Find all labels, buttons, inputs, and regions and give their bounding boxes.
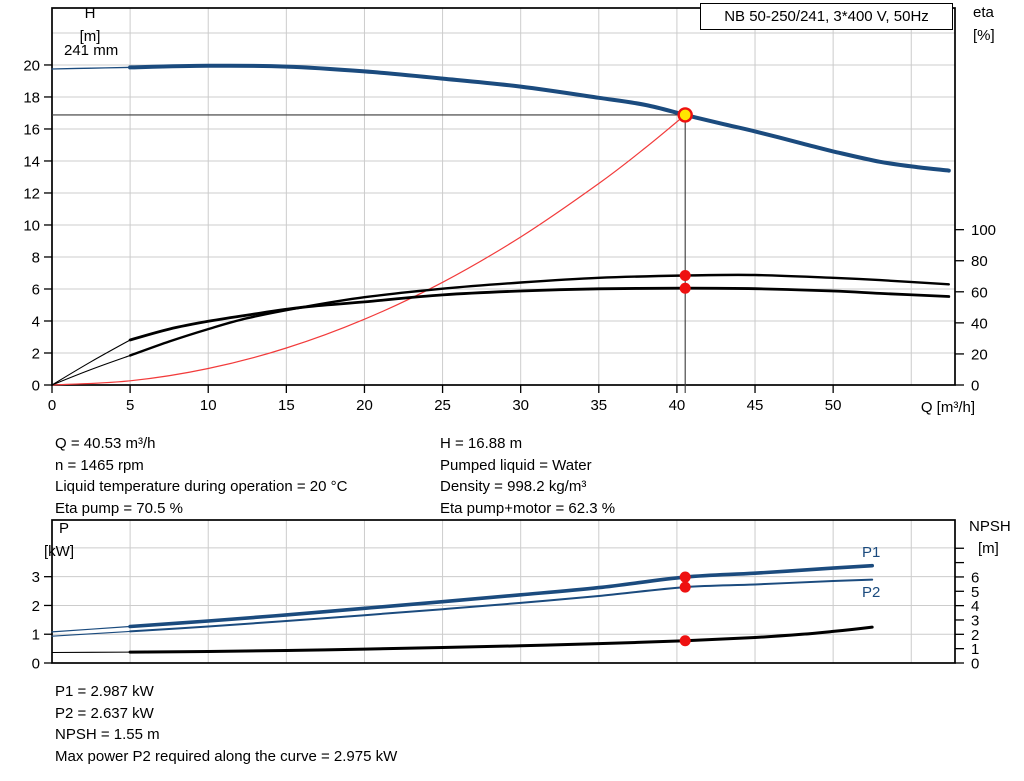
- y-left-tick-label: 4: [32, 313, 40, 330]
- plot-frame: [51, 7, 956, 386]
- duty-point-marker: [679, 282, 691, 294]
- y-left-tick-label: 20: [23, 57, 40, 74]
- y-left-tick-label: 2: [32, 598, 40, 615]
- duty-info-left: Q = 40.53 m³/h n = 1465 rpm Liquid tempe…: [55, 433, 347, 519]
- y-left-tick-label: 2: [32, 345, 40, 362]
- y-right-tick-label: 80: [971, 253, 988, 270]
- plot-frame: [51, 519, 956, 664]
- info-line-p2: P2 = 2.637 kW: [55, 704, 154, 722]
- y-right-tick-label: 2: [971, 627, 979, 644]
- duty-point-marker: [679, 635, 691, 647]
- y-right-tick-label: 6: [971, 569, 979, 586]
- x-tick-label: 5: [126, 397, 134, 414]
- info-line-eta-total: Eta pump+motor = 62.3 %: [440, 499, 616, 517]
- h-axis-label: H: [84, 5, 96, 22]
- y-right-tick-label: 40: [971, 315, 988, 332]
- head-curve-thin: [51, 66, 131, 70]
- y-left-tick-label: 8: [32, 249, 40, 266]
- p2-curve-label: P2: [862, 584, 881, 601]
- info-line-head: H = 16.88 m: [440, 435, 523, 452]
- y-right-tick-label: 3: [971, 612, 979, 629]
- power-info: P1 = 2.987 kW P2 = 2.637 kW NPSH = 1.55 …: [55, 681, 397, 767]
- y-right-tick-label: 20: [971, 346, 988, 363]
- head-curve: [128, 63, 951, 173]
- p1-curve-label: P1: [862, 544, 881, 561]
- x-tick-label: 20: [356, 397, 373, 414]
- y-left-tick-label: 10: [23, 217, 40, 234]
- eta-pump-motor-curve-thin: [51, 339, 131, 386]
- x-tick-label: 10: [200, 397, 217, 414]
- duty-point-marker: [679, 571, 691, 583]
- y-left-tick-label: 1: [32, 627, 40, 644]
- info-line-eta-pump: Eta pump = 70.5 %: [55, 499, 183, 517]
- x-tick-label: 50: [825, 397, 842, 414]
- p1-curve-thin: [51, 625, 131, 633]
- info-line-temperature: Liquid temperature during operation = 20…: [55, 478, 348, 495]
- x-tick-label: 15: [278, 397, 295, 414]
- eta-pump-motor-curve: [128, 286, 951, 342]
- p2-curve: [129, 578, 874, 633]
- duty-point-marker: [679, 581, 691, 593]
- y-left-tick-label: 14: [23, 153, 40, 170]
- system-curve: [51, 114, 686, 386]
- operating-point-marker: [677, 107, 693, 123]
- info-line-p1: P1 = 2.987 kW: [55, 683, 154, 700]
- h-axis-unit: [m]: [79, 28, 101, 45]
- y-right-tick-label: 4: [971, 598, 979, 615]
- x-tick-label: 40: [669, 397, 686, 414]
- info-line-liquid: Pumped liquid = Water: [440, 456, 592, 474]
- duty-info-right: H = 16.88 m Pumped liquid = Water Densit…: [440, 433, 615, 519]
- info-line-npsh: NPSH = 1.55 m: [55, 726, 160, 743]
- p-axis-label: P: [58, 520, 69, 537]
- y-left-tick-label: 6: [32, 281, 40, 298]
- y-left-tick-label: 18: [23, 89, 40, 106]
- info-line-q: Q = 40.53 m³/h: [55, 435, 156, 452]
- eta-pump-curve-thin: [51, 354, 131, 386]
- y-right-tick-label: 5: [971, 584, 979, 601]
- p-axis-unit: [kW]: [44, 543, 74, 560]
- x-tick-label: 0: [48, 397, 56, 414]
- eta-pump-curve: [128, 273, 950, 357]
- info-line-max-power: Max power P2 required along the curve = …: [55, 747, 398, 765]
- y-right-tick-label: 0: [971, 378, 979, 395]
- y-right-tick-label: 60: [971, 284, 988, 301]
- y-right-tick-label: 0: [971, 656, 979, 673]
- y-left-tick-label: 12: [23, 185, 40, 202]
- info-line-density: Density = 998.2 kg/m³: [440, 478, 587, 495]
- q-axis-label: Q [m³/h]: [920, 399, 975, 416]
- y-left-tick-label: 0: [32, 378, 40, 395]
- x-tick-label: 35: [590, 397, 607, 414]
- p2-curve-thin: [51, 630, 131, 637]
- npsh-curve: [128, 625, 874, 654]
- x-tick-label: 25: [434, 397, 451, 414]
- y-left-tick-label: 3: [32, 569, 40, 586]
- y-left-tick-label: 0: [32, 656, 40, 673]
- eta-axis-label: eta: [973, 4, 994, 21]
- pump-title-box: NB 50-250/241, 3*400 V, 50Hz: [700, 3, 953, 30]
- npsh-axis-unit: [m]: [978, 540, 999, 557]
- x-tick-label: 30: [512, 397, 529, 414]
- duty-point-marker: [679, 269, 691, 281]
- x-tick-label: 45: [747, 397, 764, 414]
- impeller-diameter-label: 241 mm: [64, 42, 119, 59]
- y-right-tick-label: 1: [971, 641, 979, 658]
- p1-curve: [128, 563, 874, 629]
- info-line-speed: n = 1465 rpm: [55, 456, 144, 474]
- y-right-tick-label: 100: [971, 222, 996, 239]
- y-left-tick-label: 16: [23, 121, 40, 138]
- npsh-axis-label: NPSH: [969, 518, 1011, 535]
- eta-axis-unit: [%]: [973, 27, 995, 44]
